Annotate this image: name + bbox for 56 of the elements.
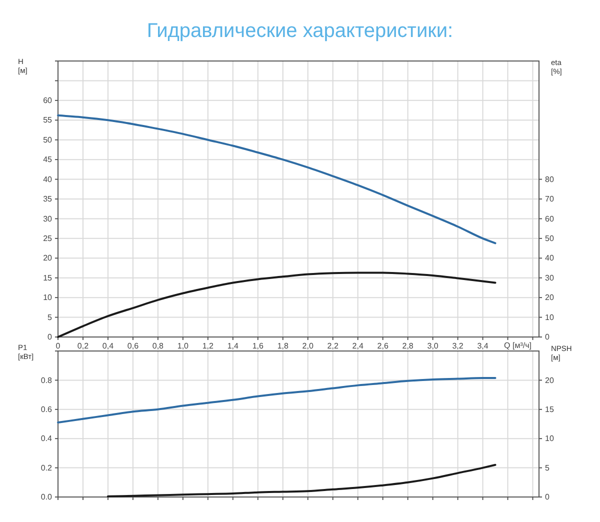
x-tick-label: 1,2 bbox=[202, 342, 214, 351]
y2-tick-label: 50 bbox=[545, 234, 554, 243]
y-tick-label: 10 bbox=[43, 293, 53, 302]
line-series bbox=[106, 464, 496, 498]
y-tick-label: 30 bbox=[43, 214, 53, 224]
y-tick-label: 60 bbox=[43, 96, 53, 105]
y-tick-label: 40 bbox=[43, 174, 53, 184]
y-tick-label: 0.8 bbox=[40, 376, 53, 385]
x-tick-label: 3,0 bbox=[427, 342, 439, 351]
x-tick-label: 0 bbox=[56, 342, 61, 351]
x-tick-label: 2,8 bbox=[402, 342, 414, 351]
y-tick-label: 55 bbox=[43, 116, 53, 125]
y2-tick-label: 10 bbox=[545, 434, 554, 444]
x-tick-label: 0,6 bbox=[127, 342, 140, 351]
y2-tick-label: 30 bbox=[545, 273, 554, 282]
x-tick-label: 1,6 bbox=[252, 342, 264, 351]
y-tick-label: 0.6 bbox=[40, 404, 53, 414]
y2-tick-label: 80 bbox=[545, 174, 554, 184]
y-tick-label: 0 bbox=[48, 332, 53, 342]
y-tick-label: 0.2 bbox=[40, 463, 53, 472]
x-tick-label: 2,6 bbox=[377, 342, 389, 351]
y-tick-label: 25 bbox=[43, 234, 53, 243]
line-series bbox=[57, 377, 496, 424]
line-series bbox=[57, 114, 496, 244]
y-tick-label: 20 bbox=[43, 254, 53, 263]
x-tick-label: 0,2 bbox=[77, 342, 90, 351]
x-tick-label: 0,8 bbox=[152, 342, 164, 351]
x-tick-label: 1,4 bbox=[227, 342, 240, 351]
y-tick-label: 5 bbox=[48, 312, 53, 322]
y-tick-label: 50 bbox=[43, 135, 53, 144]
x-tick-label: 1,0 bbox=[177, 342, 190, 351]
y2-tick-label: 10 bbox=[545, 312, 554, 322]
y-tick-label: 15 bbox=[43, 273, 53, 282]
y2-tick-label: 70 bbox=[545, 194, 554, 204]
y-tick-label: 35 bbox=[43, 194, 53, 204]
y2-tick-label: 60 bbox=[545, 214, 554, 224]
chart-title: Гидравлические характеристики: bbox=[146, 20, 454, 42]
x-axis-title: Q [м³/ч] bbox=[504, 341, 532, 350]
y-tick-label: 45 bbox=[43, 155, 53, 164]
y2-tick-label: 40 bbox=[545, 254, 554, 263]
x-tick-label: 2,2 bbox=[327, 342, 339, 351]
x-tick-label: 0,4 bbox=[102, 342, 114, 351]
y2-tick-label: 5 bbox=[545, 463, 550, 472]
x-tick-label: 2,4 bbox=[352, 342, 364, 351]
y2-tick-label: 0 bbox=[545, 492, 550, 502]
y2-tick-label: 15 bbox=[545, 404, 554, 414]
y2-tick-label: 20 bbox=[545, 293, 554, 302]
x-tick-label: 2,0 bbox=[302, 342, 314, 351]
y-tick-label: 0.0 bbox=[40, 492, 53, 502]
x-tick-label: 1,8 bbox=[277, 342, 289, 351]
y2-tick-label: 0 bbox=[545, 332, 550, 342]
y-tick-label: 0.4 bbox=[40, 434, 53, 444]
line-series bbox=[57, 272, 496, 338]
x-tick-label: 3,4 bbox=[477, 342, 489, 351]
x-tick-label: 3,2 bbox=[452, 342, 464, 351]
y2-tick-label: 20 bbox=[545, 376, 554, 385]
